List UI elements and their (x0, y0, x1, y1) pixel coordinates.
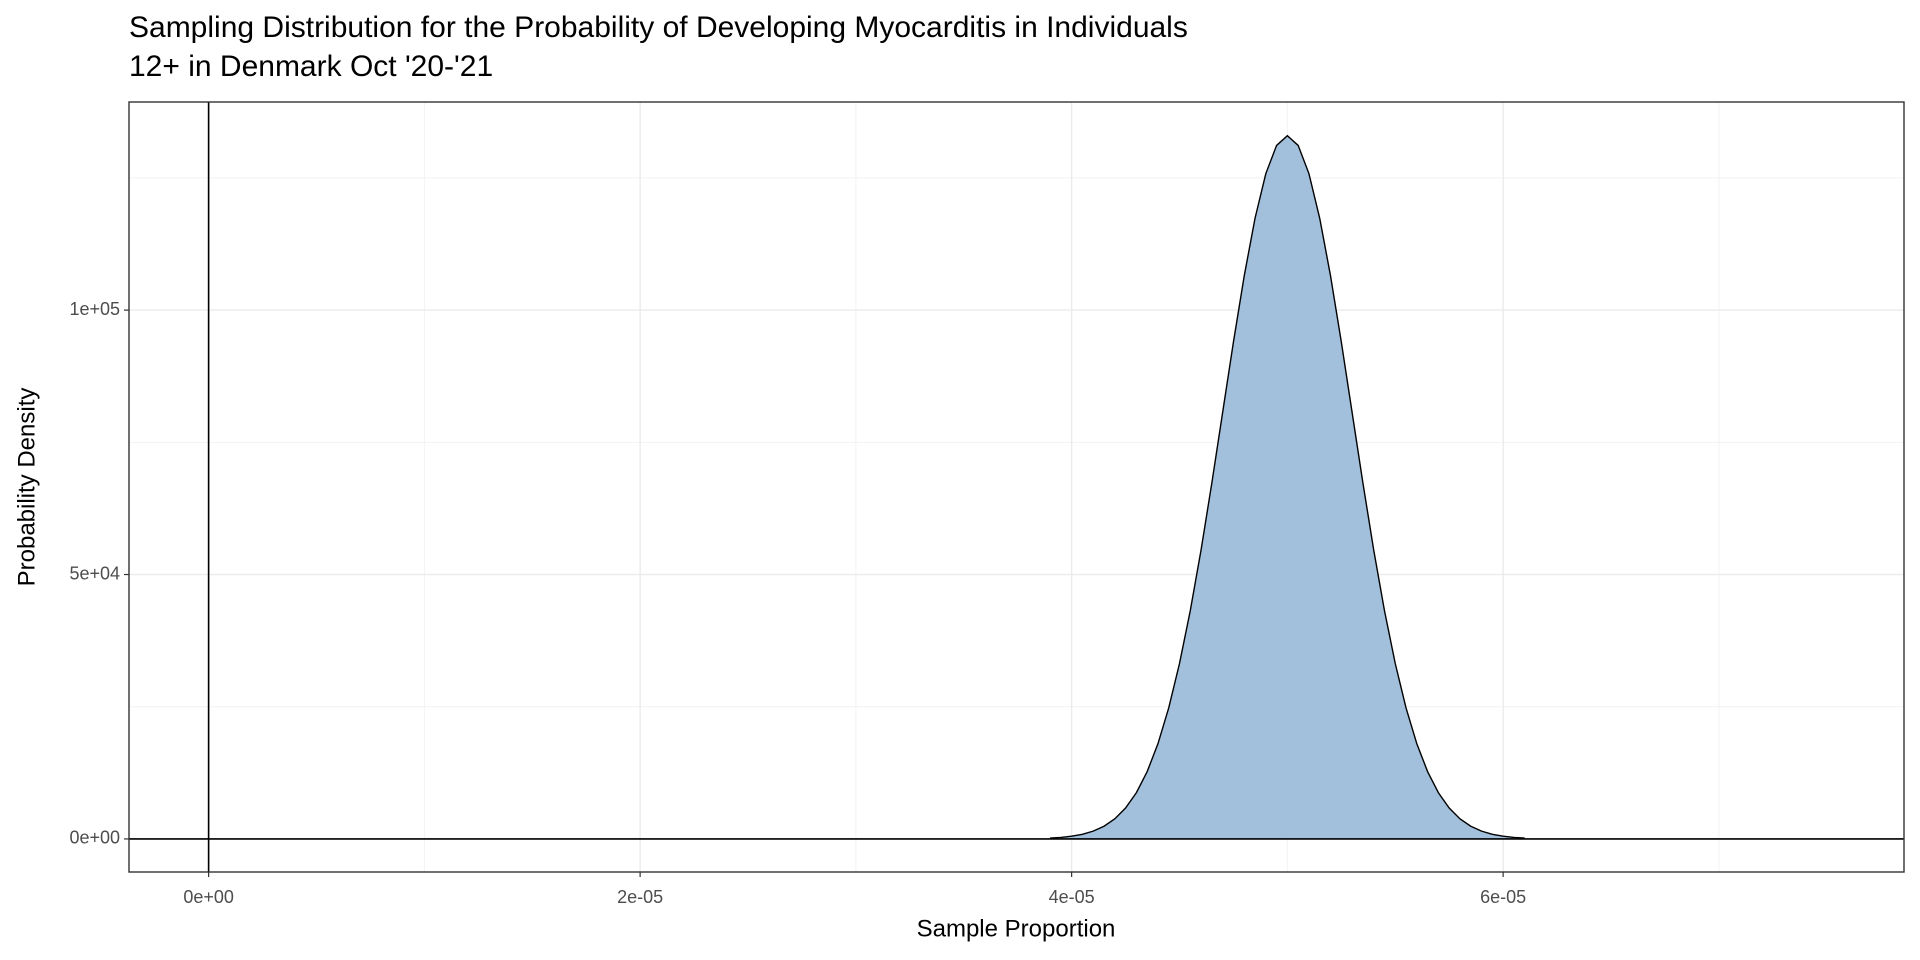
y-tick-label: 5e+04 (69, 563, 120, 583)
x-tick-label: 0e+00 (183, 887, 234, 907)
chart-title: Sampling Distribution for the Probabilit… (129, 11, 1188, 83)
x-tick-label: 4e-05 (1049, 887, 1095, 907)
density-line (1050, 134, 1525, 839)
y-axis-title: Probability Density (13, 388, 40, 587)
density-area (1050, 135, 1525, 839)
y-tick-label: 1e+05 (69, 299, 120, 319)
x-tick-label: 6e-05 (1480, 887, 1526, 907)
x-tick-label: 2e-05 (617, 887, 663, 907)
x-axis-title: Sample Proportion (917, 915, 1116, 942)
y-tick-label: 0e+00 (69, 828, 120, 848)
plot-border (128, 101, 1905, 873)
